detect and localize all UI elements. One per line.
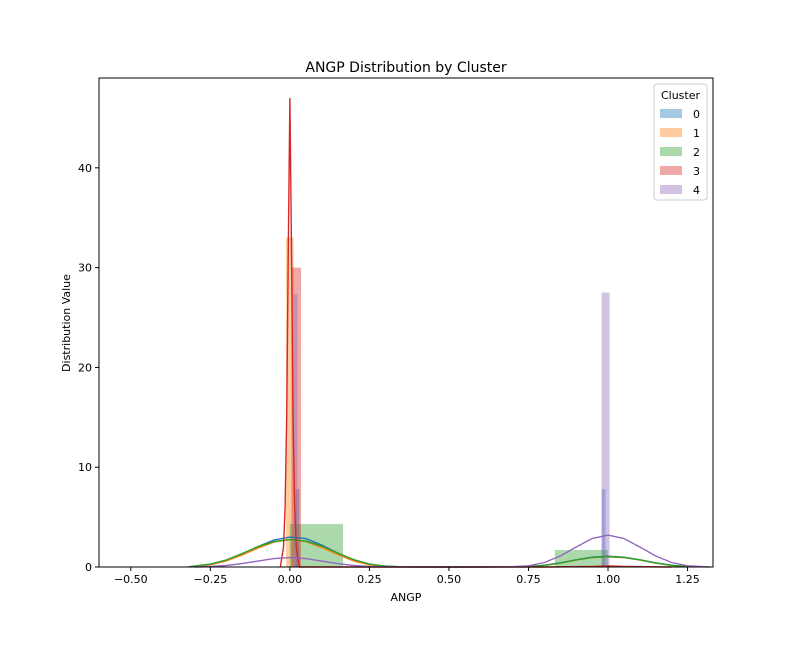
x-tick-label: 0.25 — [357, 573, 382, 586]
legend-label: 4 — [693, 184, 700, 197]
x-tick-label: −0.25 — [193, 573, 227, 586]
y-tick-label: 40 — [78, 162, 92, 175]
legend-swatch — [660, 147, 682, 156]
kde-line-cluster-3 — [279, 97, 672, 568]
y-axis-label: Distribution Value — [60, 274, 73, 372]
bar-cluster-0 — [295, 489, 300, 567]
x-tick-label: 1.25 — [675, 573, 700, 586]
legend-label: 2 — [693, 146, 700, 159]
x-tick-label: 0.00 — [278, 573, 303, 586]
legend-swatch — [660, 109, 682, 118]
x-axis-ticks: −0.50 −0.25 0.00 0.25 0.50 0.75 1.00 1.25 — [114, 567, 700, 586]
y-tick-label: 0 — [85, 561, 92, 574]
legend-swatch — [660, 166, 682, 175]
y-axis-ticks: 0 10 20 30 40 — [78, 162, 99, 574]
bar-cluster-1 — [286, 237, 294, 567]
x-axis-label: ANGP — [391, 591, 422, 604]
x-tick-label: −0.50 — [114, 573, 148, 586]
legend-label: 3 — [693, 165, 700, 178]
x-tick-label: 0.50 — [437, 573, 462, 586]
chart-title: ANGP Distribution by Cluster — [305, 60, 506, 76]
legend-swatch — [660, 185, 682, 194]
bar-cluster-0 — [601, 489, 606, 567]
bar-cluster-4 — [293, 294, 298, 567]
bar-cluster-4 — [601, 292, 610, 567]
bar-cluster-3 — [291, 267, 302, 567]
y-tick-label: 30 — [78, 262, 92, 275]
legend-box — [653, 83, 708, 201]
legend-swatch — [660, 128, 682, 137]
legend-title: Cluster — [661, 89, 701, 102]
plot-frame — [98, 77, 714, 568]
y-tick-label: 10 — [78, 461, 92, 474]
y-tick-label: 20 — [78, 361, 92, 374]
legend-label: 1 — [693, 127, 700, 140]
x-tick-label: 1.00 — [596, 573, 621, 586]
x-tick-label: 0.75 — [516, 573, 541, 586]
legend: Cluster 0 1 2 3 4 — [653, 83, 708, 201]
legend-label: 0 — [693, 108, 700, 121]
